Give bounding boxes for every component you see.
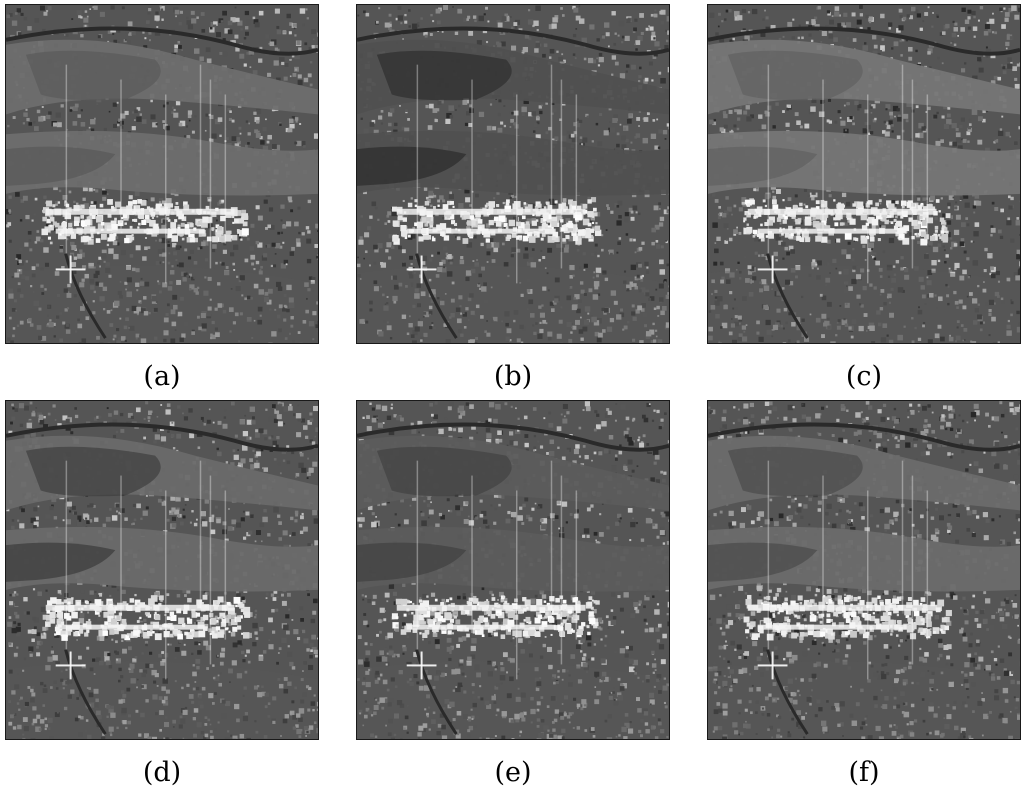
caption-b: (b) — [356, 362, 670, 392]
caption-d: (d) — [5, 758, 319, 788]
caption-a: (a) — [5, 362, 319, 392]
caption-e: (e) — [356, 758, 670, 788]
caption-c: (c) — [707, 362, 1021, 392]
sar-image-c — [707, 4, 1021, 344]
caption-f: (f) — [707, 758, 1021, 788]
sar-image-f — [707, 400, 1021, 740]
sar-image-e — [356, 400, 670, 740]
sar-image-a — [5, 4, 319, 344]
sar-image-b — [356, 4, 670, 344]
sar-image-d — [5, 400, 319, 740]
